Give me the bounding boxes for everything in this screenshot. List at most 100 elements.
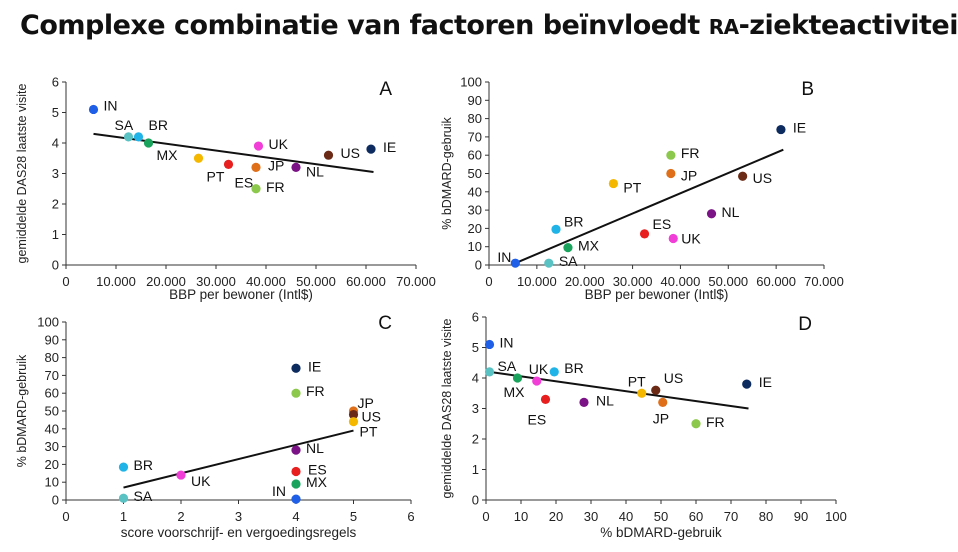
y-tick-label: 4 [52, 136, 59, 151]
y-tick-label: 90 [468, 93, 482, 108]
data-point-ie [776, 124, 786, 135]
y-tick-label: 40 [45, 421, 59, 436]
x-tick-label: 40.000 [246, 274, 286, 289]
data-label-sa: SA [134, 488, 153, 504]
x-tick-label: 10.000 [517, 274, 557, 289]
x-tick-label: 80 [759, 509, 773, 524]
x-tick-label: 4 [292, 509, 299, 524]
panel-label: C [378, 313, 392, 334]
data-point-pt [348, 417, 359, 427]
y-tick-label: 5 [472, 340, 479, 355]
data-point-mx [563, 243, 573, 253]
x-tick-label: 20.000 [146, 274, 186, 289]
title-end: -ziekteactiviteit [738, 10, 958, 41]
data-label-in: IN [272, 483, 286, 499]
y-tick-label: 60 [468, 148, 482, 163]
data-label-sa: SA [115, 117, 134, 133]
chart-panel-c: 0 10 20 30 40 50 60 70 80 90 100 0 1 2 3 4 5 6 score voors… [15, 313, 415, 540]
data-label-nl: NL [306, 440, 324, 456]
y-tick-label: 0 [52, 258, 59, 273]
data-label-br: BR [564, 360, 583, 376]
x-axis-label: % bDMARD-gebruik [600, 525, 722, 540]
y-tick-label: 100 [460, 75, 482, 90]
chart-panel-a: 0 1 2 3 4 5 6 0 10.000 20.000 30.000 40.000 50.000 60… [15, 75, 436, 303]
y-tick-label: 0 [472, 493, 479, 508]
y-axis-label: % bDMARD-gebruik [15, 354, 29, 467]
x-axis-label: score voorschrijf- en vergoedingsregels [121, 525, 357, 540]
data-label-mx: MX [504, 384, 526, 400]
data-point-br [118, 462, 129, 472]
x-tick-label: 40.000 [661, 274, 701, 289]
y-tick-label: 50 [45, 404, 59, 419]
y-axis-label: gemiddelde DAS28 laatste visite [15, 83, 29, 263]
data-point-jp [658, 397, 668, 407]
y-tick-label: 0 [475, 258, 482, 273]
data-point-pt [193, 153, 204, 163]
y-tick-label: 60 [45, 386, 59, 401]
data-label-jp: JP [268, 157, 284, 173]
data-label-uk: UK [191, 473, 211, 489]
trend-line [514, 148, 784, 265]
data-label-pt: PT [623, 180, 641, 196]
data-label-br: BR [134, 457, 153, 473]
x-tick-label: 60 [689, 509, 703, 524]
data-label-es: ES [653, 216, 672, 232]
data-label-sa: SA [559, 253, 578, 269]
y-tick-label: 20 [468, 221, 482, 236]
chart-panel-b: 0 10 20 30 40 50 60 70 80 90 100 0 10.000 20.000 30.00… [440, 75, 844, 303]
x-tick-label: 30 [584, 509, 598, 524]
data-label-es: ES [235, 174, 254, 190]
x-axis-label: BBP per bewoner (Intl$) [585, 287, 729, 302]
data-point-mx [143, 138, 154, 148]
data-label-es: ES [308, 462, 327, 478]
x-tick-label: 2 [177, 509, 184, 524]
data-point-sa [484, 367, 495, 377]
data-label-ie: IE [383, 139, 396, 155]
data-point-fr [291, 388, 301, 398]
x-tick-label: 20 [549, 509, 563, 524]
data-label-sa: SA [498, 358, 517, 374]
data-label-mx: MX [578, 238, 600, 254]
data-label-pt: PT [360, 424, 378, 440]
x-tick-label: 10 [514, 509, 528, 524]
x-tick-label: 50.000 [708, 274, 748, 289]
y-tick-label: 20 [45, 457, 59, 472]
y-tick-label: 70 [45, 368, 59, 383]
y-tick-label: 70 [468, 129, 482, 144]
x-tick-label: 10.000 [96, 274, 136, 289]
data-point-ie [291, 363, 301, 373]
data-point-sa [123, 132, 134, 142]
data-point-pt [637, 388, 647, 398]
data-point-uk [532, 376, 542, 386]
page-title: Complexe combinatie van factoren beïnvlo… [20, 10, 958, 41]
data-label-es: ES [528, 411, 547, 427]
data-label-br: BR [149, 117, 168, 133]
y-tick-label: 1 [472, 462, 479, 477]
data-label-uk: UK [269, 136, 289, 152]
data-point-es [639, 229, 650, 239]
trend-line [123, 429, 354, 489]
x-tick-label: 3 [235, 509, 242, 524]
data-label-mx: MX [157, 147, 179, 163]
data-point-sa [544, 258, 554, 268]
data-label-nl: NL [596, 392, 614, 408]
data-label-us: US [341, 145, 360, 161]
y-tick-label: 6 [472, 310, 479, 325]
data-label-nl: NL [306, 163, 324, 179]
data-point-nl [291, 445, 301, 455]
data-label-jp: JP [358, 395, 374, 411]
y-tick-label: 100 [37, 315, 59, 330]
data-point-nl [706, 209, 717, 219]
data-label-in: IN [500, 334, 514, 350]
x-tick-label: 100 [825, 509, 847, 524]
y-tick-label: 3 [52, 166, 59, 181]
x-tick-label: 90 [794, 509, 808, 524]
data-label-ie: IE [308, 358, 321, 374]
data-point-in [484, 339, 495, 350]
data-label-in: IN [104, 97, 118, 113]
x-tick-label: 0 [485, 274, 492, 289]
data-point-in [510, 258, 520, 268]
data-label-jp: JP [681, 168, 697, 184]
data-point-fr [666, 150, 676, 160]
data-point-nl [291, 162, 301, 172]
